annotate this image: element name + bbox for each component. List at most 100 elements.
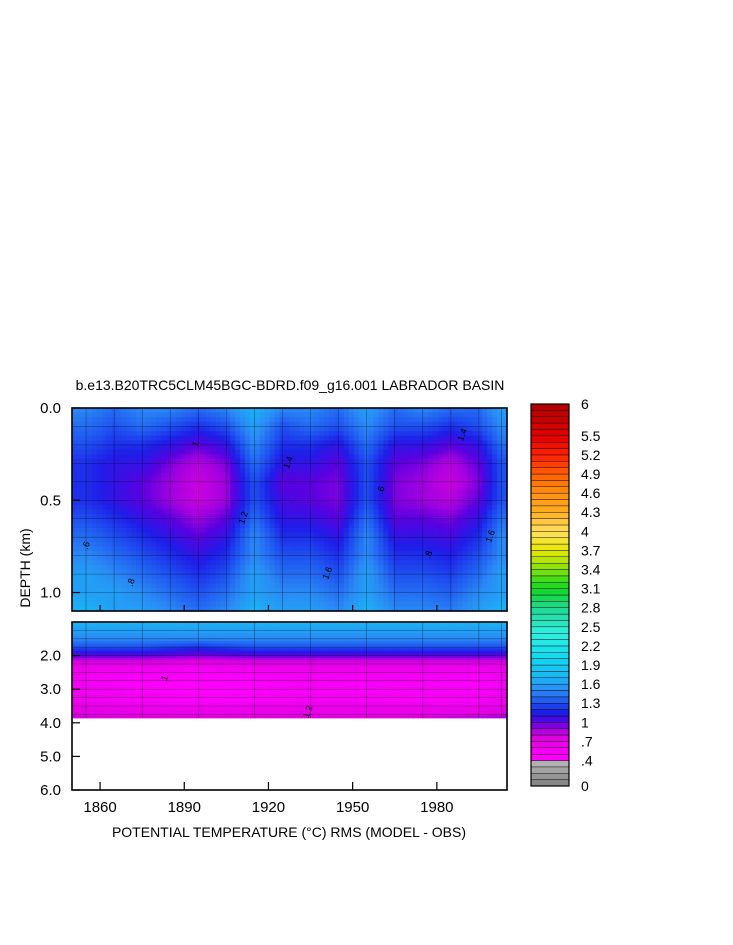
heatmap-cell bbox=[333, 472, 340, 478]
heatmap-cell bbox=[101, 643, 108, 647]
heatmap-cell bbox=[462, 532, 469, 538]
heatmap-cell bbox=[210, 569, 216, 575]
heatmap-cell bbox=[492, 435, 498, 441]
heatmap-cell bbox=[131, 537, 137, 543]
heatmap-cell bbox=[358, 629, 365, 633]
heatmap-cell bbox=[383, 601, 389, 607]
heatmap-cell bbox=[289, 500, 296, 506]
heatmap-cell bbox=[160, 458, 167, 464]
heatmap-cell bbox=[294, 560, 300, 566]
heatmap-cell bbox=[294, 638, 300, 642]
heatmap-cell bbox=[418, 486, 424, 492]
heatmap-cell bbox=[126, 435, 132, 441]
heatmap-cell bbox=[210, 454, 216, 460]
heatmap-cell bbox=[447, 486, 454, 492]
heatmap-cell bbox=[274, 583, 281, 589]
heatmap-cell bbox=[170, 587, 177, 594]
heatmap-cell bbox=[299, 421, 305, 428]
heatmap-cell bbox=[418, 454, 424, 460]
heatmap-cell bbox=[432, 435, 439, 441]
heatmap-cell bbox=[205, 463, 212, 469]
heatmap-cell bbox=[373, 564, 380, 571]
heatmap-cell bbox=[378, 467, 385, 474]
heatmap-cell bbox=[81, 560, 88, 566]
heatmap-cell bbox=[259, 421, 266, 428]
heatmap-cell bbox=[363, 481, 370, 488]
chart-title: b.e13.B20TRC5CLM45BGC-BDRD.f09_g16.001 L… bbox=[76, 377, 505, 393]
heatmap-cell bbox=[185, 587, 192, 594]
heatmap-cell bbox=[160, 629, 167, 633]
heatmap-cell bbox=[170, 477, 177, 483]
heatmap-cell bbox=[502, 636, 508, 640]
heatmap-cell bbox=[319, 638, 325, 642]
heatmap-cell bbox=[487, 633, 493, 637]
heatmap-cell bbox=[180, 624, 187, 628]
heatmap-cell bbox=[220, 495, 226, 501]
heatmap-cell bbox=[160, 495, 167, 501]
heatmap-cell bbox=[467, 408, 473, 414]
heatmap-cell bbox=[160, 587, 167, 594]
heatmap-cell bbox=[442, 551, 449, 557]
heatmap-cell bbox=[141, 583, 147, 589]
heatmap-cell bbox=[274, 629, 281, 633]
heatmap-cell bbox=[210, 597, 216, 603]
heatmap-cell bbox=[408, 417, 414, 423]
heatmap-cell bbox=[131, 641, 137, 645]
heatmap-cell bbox=[86, 467, 93, 474]
heatmap-cell bbox=[289, 648, 296, 652]
heatmap-cell bbox=[141, 569, 147, 575]
heatmap-cell bbox=[249, 541, 256, 548]
heatmap-cell bbox=[259, 629, 266, 633]
heatmap-cell bbox=[447, 509, 454, 515]
heatmap-cell bbox=[86, 587, 93, 594]
heatmap-cell bbox=[240, 587, 246, 594]
heatmap-cell bbox=[299, 638, 305, 642]
heatmap-cell bbox=[141, 500, 147, 506]
heatmap-cell bbox=[477, 541, 483, 548]
heatmap-cell bbox=[353, 412, 360, 418]
heatmap-cell bbox=[294, 601, 300, 607]
heatmap-cell bbox=[165, 537, 172, 543]
heatmap-cell bbox=[274, 622, 281, 625]
heatmap-cell bbox=[91, 518, 98, 524]
heatmap-cell bbox=[76, 643, 83, 647]
heatmap-cell bbox=[121, 587, 127, 594]
heatmap-cell bbox=[477, 638, 483, 642]
heatmap-cell bbox=[408, 454, 414, 460]
heatmap-cell bbox=[502, 537, 508, 543]
heatmap-cell bbox=[156, 421, 162, 428]
heatmap-cell bbox=[319, 624, 325, 628]
heatmap-cell bbox=[215, 500, 221, 506]
heatmap-cell bbox=[393, 551, 399, 557]
heatmap-cell bbox=[309, 560, 315, 566]
heatmap-cell bbox=[264, 629, 271, 633]
heatmap-cell bbox=[324, 431, 330, 437]
heatmap-cell bbox=[368, 643, 375, 647]
heatmap-cell bbox=[245, 495, 251, 501]
heatmap-cell bbox=[358, 626, 365, 630]
heatmap-cell bbox=[383, 431, 389, 437]
heatmap-cell bbox=[294, 504, 300, 511]
heatmap-cell bbox=[304, 408, 310, 414]
heatmap-cell bbox=[205, 622, 212, 625]
heatmap-cell bbox=[413, 444, 419, 451]
heatmap-cell bbox=[160, 500, 167, 506]
heatmap-cell bbox=[294, 417, 300, 423]
heatmap-cell bbox=[472, 551, 478, 557]
heatmap-cell bbox=[432, 583, 439, 589]
heatmap-cell bbox=[462, 412, 469, 418]
heatmap-cell bbox=[264, 495, 271, 501]
heatmap-cell bbox=[378, 500, 385, 506]
heatmap-cell bbox=[378, 624, 385, 628]
heatmap-cell bbox=[403, 458, 409, 464]
heatmap-cell bbox=[81, 626, 88, 630]
heatmap-cell bbox=[353, 641, 360, 645]
heatmap-cell bbox=[240, 500, 246, 506]
heatmap-cell bbox=[403, 578, 409, 584]
heatmap-cell bbox=[413, 472, 419, 478]
heatmap-cell bbox=[408, 583, 414, 589]
heatmap-cell bbox=[502, 408, 508, 414]
heatmap-cell bbox=[81, 606, 88, 612]
heatmap-cell bbox=[497, 527, 503, 534]
heatmap-cell bbox=[304, 636, 310, 640]
